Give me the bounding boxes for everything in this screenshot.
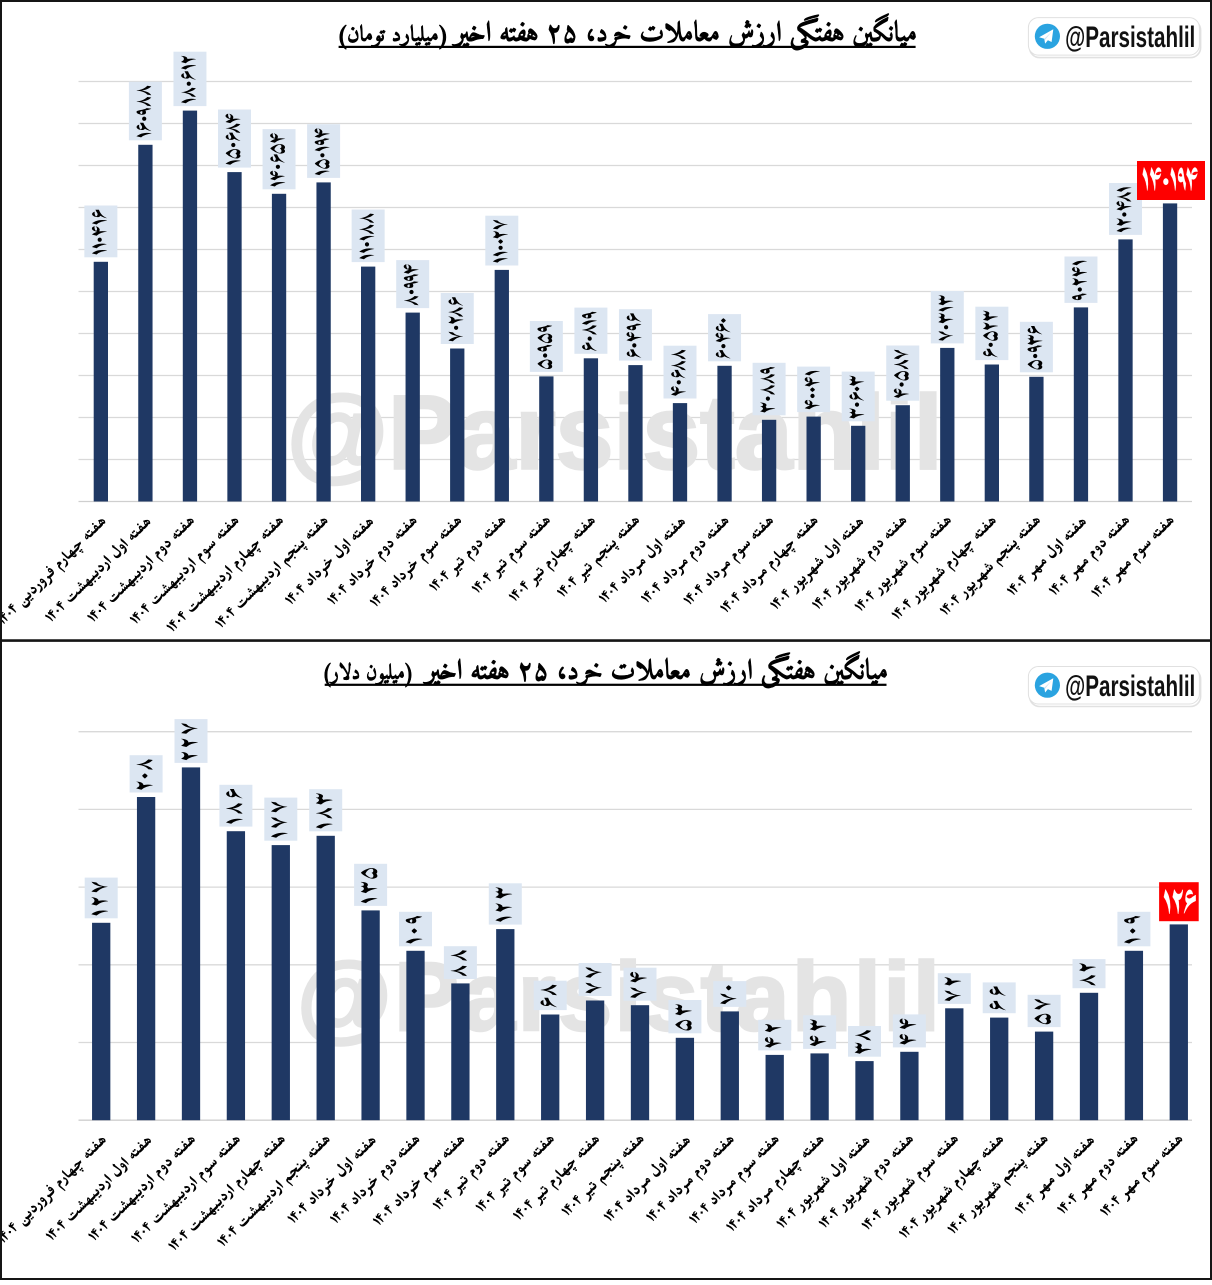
svg-text:@Parsistahlil: @Parsistahlil [1065,21,1195,54]
svg-text:@Parsistahlil: @Parsistahlil [1065,670,1195,703]
svg-text:@Parsistahlil: @Parsistahlil [297,942,942,1051]
svg-text:@Parsistahlil: @Parsistahlil [287,374,943,492]
